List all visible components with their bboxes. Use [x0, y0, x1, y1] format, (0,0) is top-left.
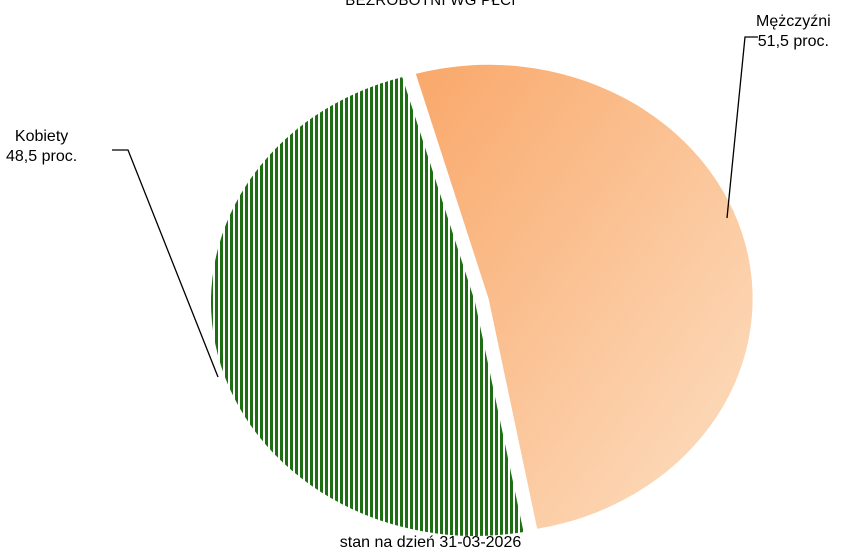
slice-label-women: Kobiety 48,5 proc. [6, 127, 77, 167]
leader-line-women [112, 149, 219, 378]
pie-slice-men [415, 64, 753, 529]
slice-name-men: Mężczyźni [756, 13, 831, 30]
pie-slice-women [210, 77, 524, 537]
chart-footer: stan na dzień 31-03-2026 [339, 534, 522, 551]
slice-name-women: Kobiety [14, 128, 69, 145]
slice-label-men: Mężczyźni 51,5 proc. [756, 12, 831, 52]
leader-line-men [726, 36, 758, 219]
slice-value-women: 48,5 proc. [6, 148, 78, 165]
chart-title: BEZROBOTNI WG PŁCI [345, 0, 516, 9]
slice-value-men: 51,5 proc. [757, 33, 829, 50]
